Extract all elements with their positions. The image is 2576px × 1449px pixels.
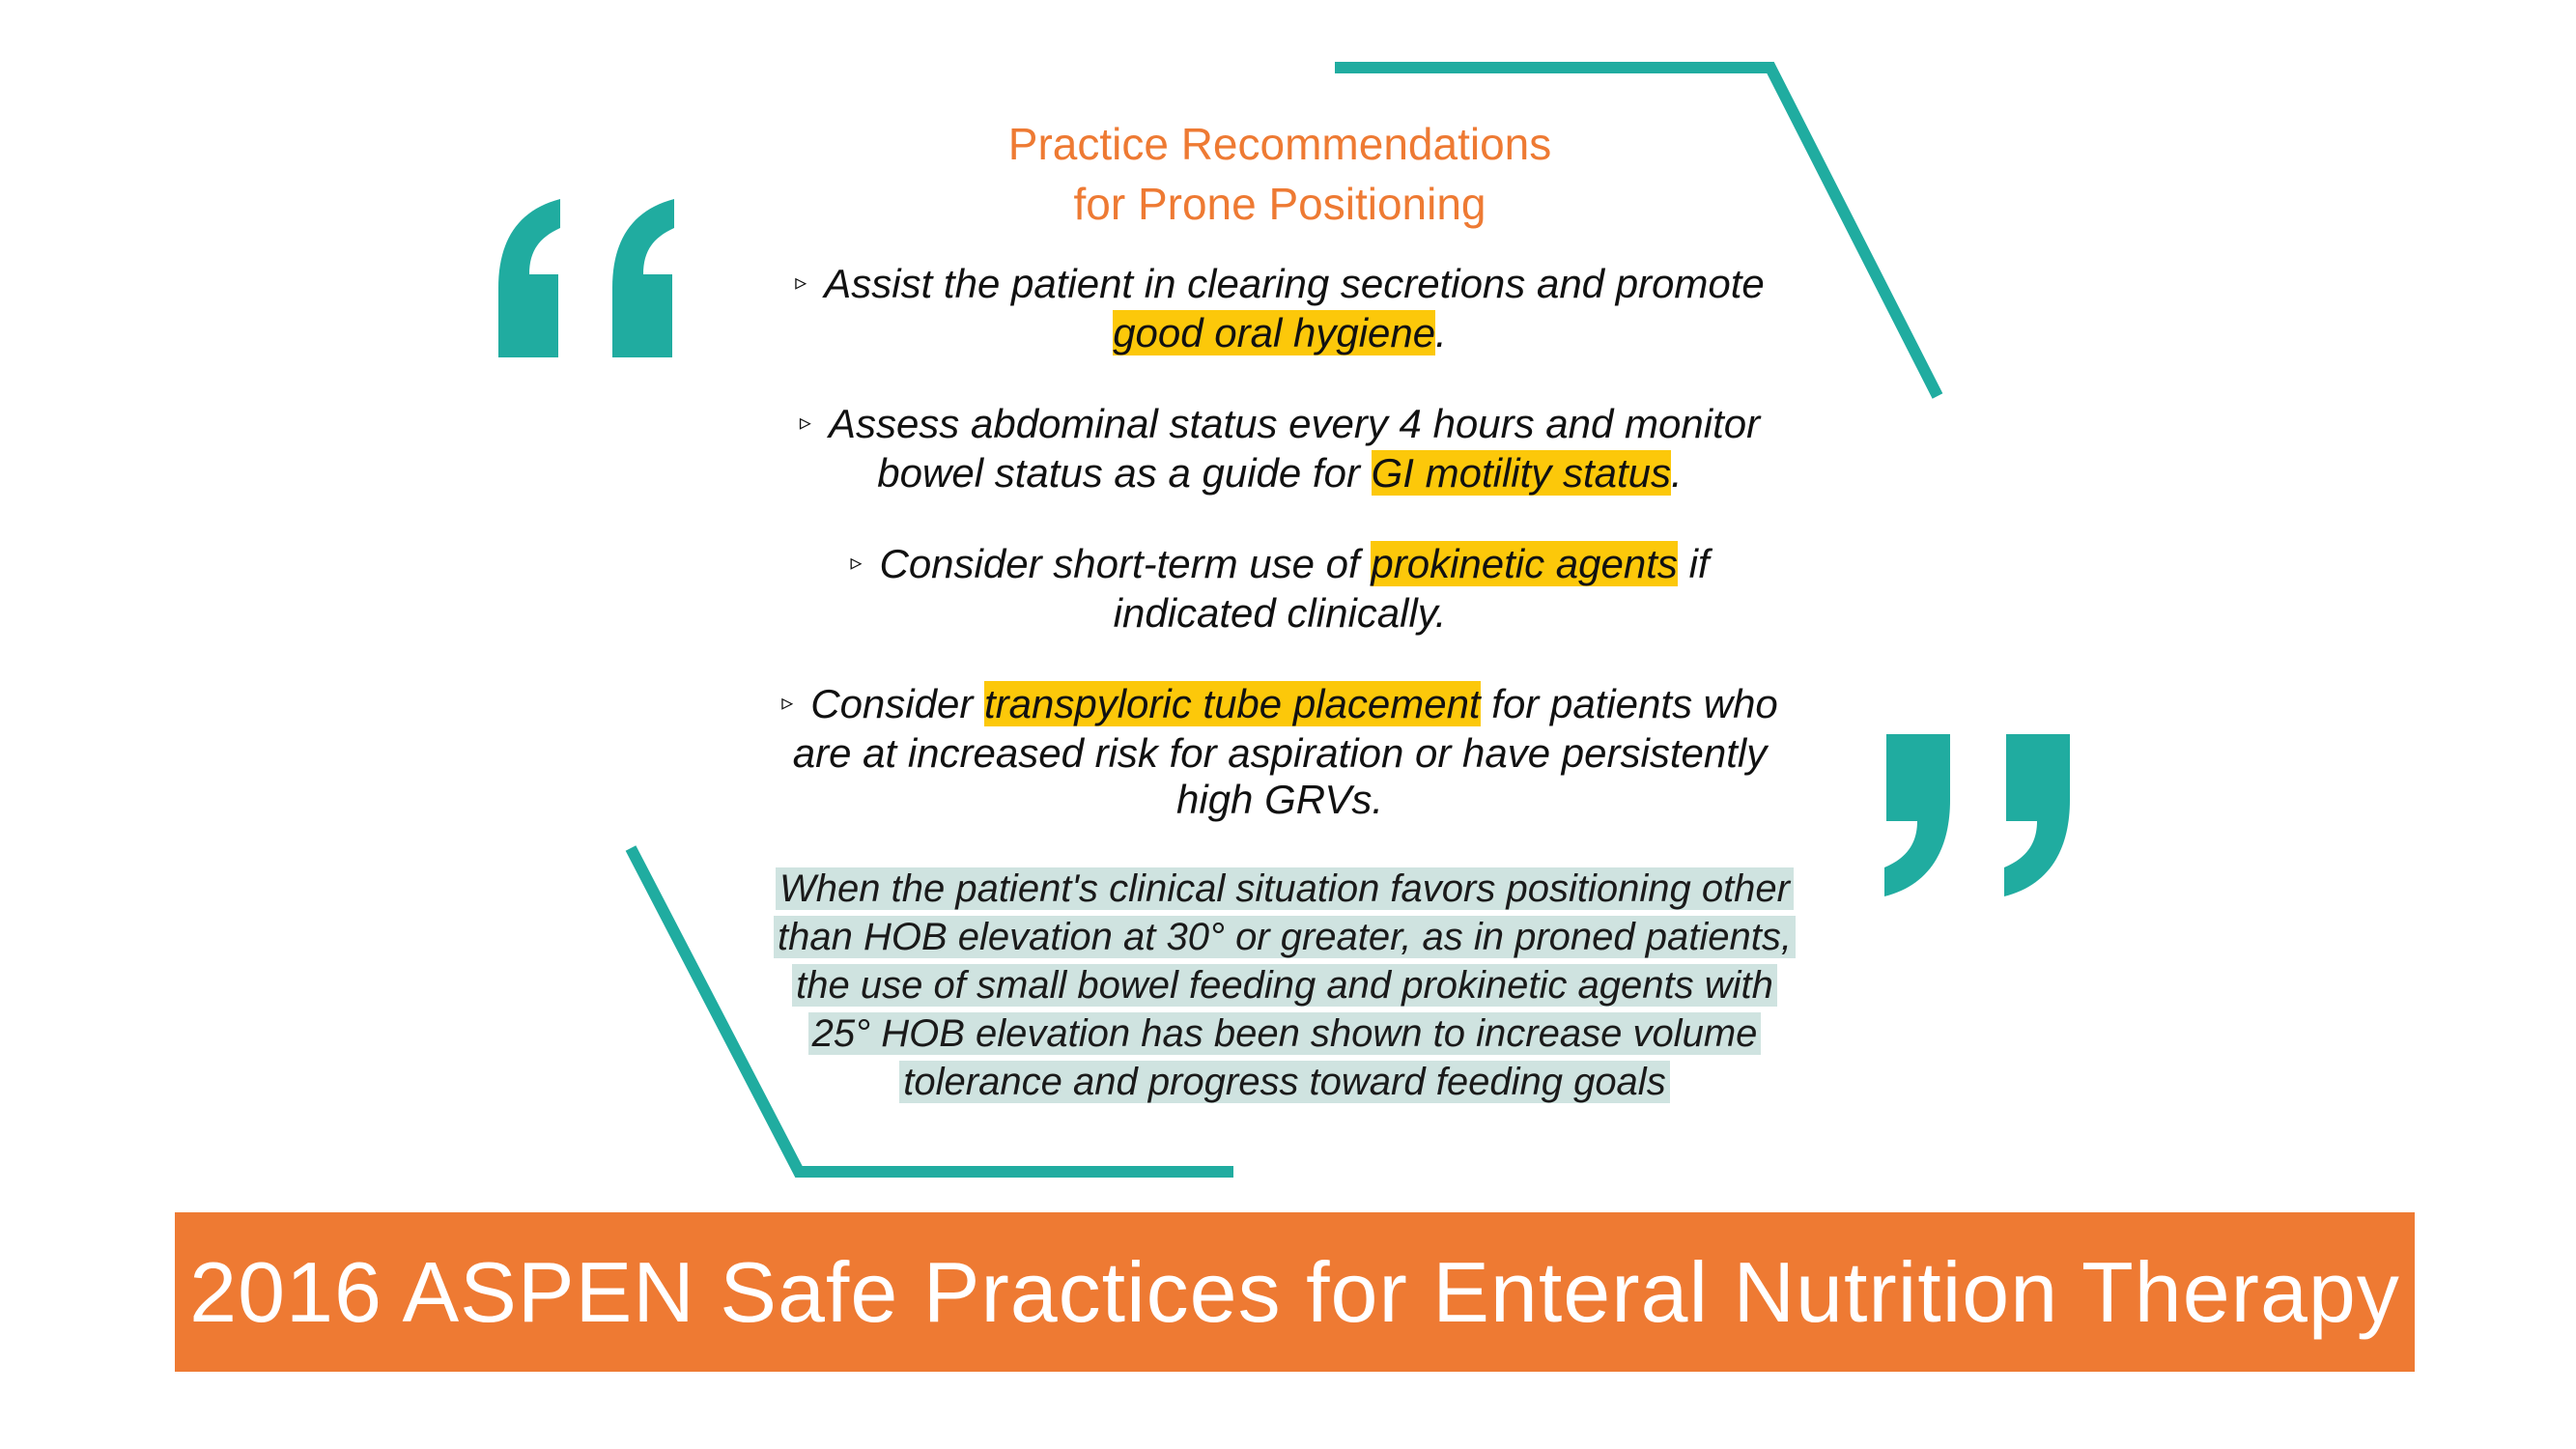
bullet-4-highlight: transpyloric tube placement bbox=[984, 680, 1481, 726]
bullet-4-end-line-3: high GRVs. bbox=[1176, 776, 1383, 822]
bullet-item-4: ▹ Consider transpyloric tube placement fo… bbox=[695, 680, 1864, 823]
summary-quote: When the patient's clinical situation fa… bbox=[734, 865, 1835, 1106]
triangle-bullet-icon: ▹ bbox=[799, 409, 811, 436]
bullet-3-highlight: prokinetic agents bbox=[1371, 540, 1678, 586]
bullet-item-3: ▹ Consider short-term use of prokinetic a… bbox=[695, 540, 1864, 637]
bullet-2-text-line-2: bowel status as a guide for bbox=[877, 449, 1360, 496]
bullet-item-2: ▹ Assess abdominal status every 4 hours a… bbox=[695, 401, 1864, 497]
bullet-2-end: . bbox=[1671, 449, 1683, 496]
bullet-3-end-line-1: if bbox=[1688, 540, 1710, 586]
bullet-2-text-line-1: Assess abdominal status every 4 hours an… bbox=[828, 400, 1761, 446]
source-banner: 2016 ASPEN Safe Practices for Enteral Nu… bbox=[175, 1212, 2415, 1372]
bullet-1-end: . bbox=[1435, 309, 1447, 355]
bullet-item-1: ▹ Assist the patient in clearing secretio… bbox=[695, 261, 1864, 356]
triangle-bullet-icon: ▹ bbox=[850, 549, 863, 576]
title-line-1: Practice Recommendations bbox=[1007, 119, 1552, 169]
frame-line-top-right bbox=[1335, 62, 1943, 399]
banner-text: 2016 ASPEN Safe Practices for Enteral Nu… bbox=[189, 1243, 2400, 1340]
bullet-4-text: Consider bbox=[810, 680, 974, 726]
bullet-4-end-line-2: are at increased risk for aspiration or … bbox=[792, 729, 1768, 776]
bullet-1-text: Assist the patient in clearing secretion… bbox=[824, 261, 1765, 306]
summary-line-4: 25° HOB elevation has been shown to incr… bbox=[807, 1012, 1762, 1055]
recommendations-block: Practice Recommendations for Prone Posit… bbox=[695, 114, 1864, 867]
summary-line-3: the use of small bowel feeding and proki… bbox=[792, 964, 1777, 1007]
triangle-bullet-icon: ▹ bbox=[795, 269, 807, 296]
bullet-1-highlight: good oral hygiene bbox=[1113, 309, 1436, 355]
triangle-bullet-icon: ▹ bbox=[781, 689, 794, 716]
frame-line-bottom-left bbox=[625, 845, 1233, 1178]
bullet-4-end-line-1: for patients who bbox=[1491, 680, 1778, 726]
open-quote-icon bbox=[498, 199, 674, 357]
slide-title: Practice Recommendations for Prone Posit… bbox=[695, 114, 1864, 234]
bullet-3-end-line-2: indicated clinically. bbox=[1113, 589, 1447, 636]
title-line-2: for Prone Positioning bbox=[1073, 179, 1486, 229]
summary-line-2: than HOB elevation at 30° or greater, as… bbox=[774, 916, 1796, 958]
bullet-2-highlight: GI motility status bbox=[1371, 449, 1672, 496]
close-quote-icon bbox=[1884, 734, 2070, 896]
summary-line-5: tolerance and progress toward feeding go… bbox=[899, 1061, 1670, 1103]
summary-line-1: When the patient's clinical situation fa… bbox=[776, 867, 1794, 910]
bullet-3-text: Consider short-term use of bbox=[879, 540, 1360, 586]
